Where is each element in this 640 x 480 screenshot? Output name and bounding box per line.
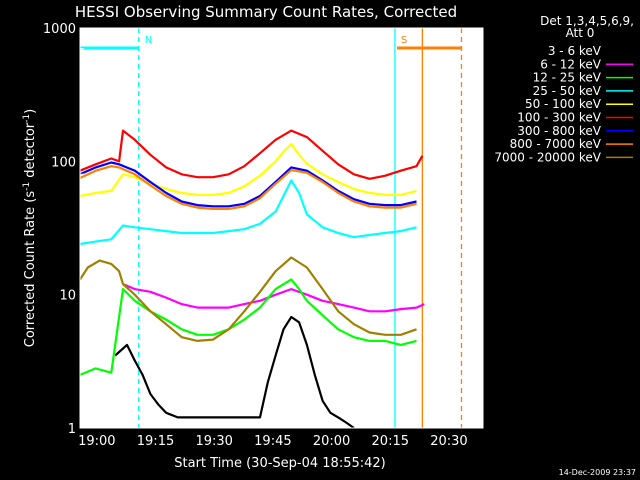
y-axis-label-sup2: -1 [22,114,32,123]
legend-header-line-2: Att 0 [566,26,595,40]
flag-label-N: N [145,35,152,46]
x-axis-label: Start Time (30-Sep-04 18:55:42) [174,456,385,471]
series-line-6 [79,161,417,208]
legend-label-8: 7000 - 20000 keV [494,150,601,164]
y-axis-label-sup1: -1 [22,182,32,191]
flag-label-S: S [401,35,407,46]
series-line-8 [79,256,417,342]
axis-ticks: 19:00 19:15 19:30 19:45 20:00 20:15 20:30 1 10 10… [43,22,483,449]
chart-title: HESSI Observing Summary Count Rates, Cor… [75,3,457,21]
legend-label-2: 12 - 25 keV [533,71,602,85]
legend-label-5: 100 - 300 keV [517,111,601,125]
legend-label-6: 300 - 800 keV [517,124,601,138]
legend-label-1: 6 - 12 keV [540,57,602,71]
y-axis-label-mid: detector [23,122,38,182]
x-tick-label-5: 20:15 [372,434,409,449]
plot-frame [79,27,484,429]
legend-label-0: 3 - 6 keV [548,44,602,58]
series-line-5 [79,129,424,180]
series-line-2 [79,278,417,376]
x-tick-label-1: 19:15 [137,434,174,449]
legend-label-7: 800 - 7000 keV [510,137,602,151]
legend-label-3: 25 - 50 keV [533,84,602,98]
series-line-4 [79,142,417,198]
y-axis-label: Corrected Count Rate (s-1 detector-1) [22,109,38,347]
x-tick-label-0: 19:00 [78,434,115,449]
x-tick-label-2: 19:30 [195,434,232,449]
x-tick-label-6: 20:30 [430,434,467,449]
x-tick-label-3: 19:45 [254,434,291,449]
legend-header-line-1: Det 1,3,4,5,6,9, [540,14,634,28]
series-lines [79,129,425,429]
series-line-1 [122,283,425,313]
x-tick-label-4: 20:00 [313,434,350,449]
y-axis-label-end: ) [23,109,38,114]
y-tick-label-3: 1000 [43,22,76,37]
legend-label-4: 50 - 100 keV [525,97,602,111]
y-tick-label-2: 100 [51,155,76,170]
y-tick-label-1: 10 [59,289,76,304]
series-line-7 [79,165,417,210]
y-tick-label-0: 1 [68,422,76,437]
series-line-3 [79,179,417,246]
y-axis-label-main: Corrected Count Rate (s [23,191,38,348]
footer-timestamp: 14-Dec-2009 23:37 [559,468,636,477]
series-line-0 [114,315,355,429]
